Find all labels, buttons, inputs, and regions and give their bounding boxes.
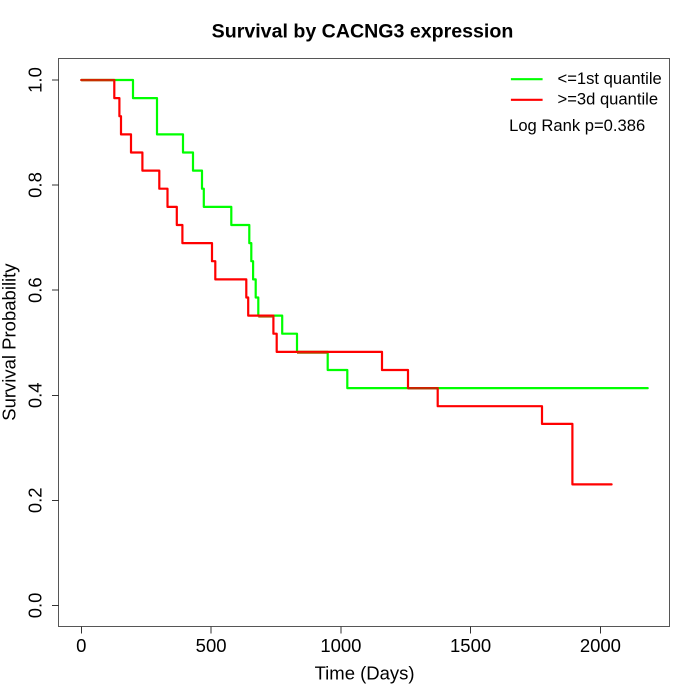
svg-text:0.8: 0.8 [25, 172, 46, 198]
svg-text:<=1st quantile: <=1st quantile [558, 69, 662, 88]
svg-text:0: 0 [76, 635, 86, 656]
svg-text:1500: 1500 [450, 635, 491, 656]
svg-text:0.0: 0.0 [25, 593, 46, 619]
svg-text:2000: 2000 [580, 635, 621, 656]
svg-text:0.2: 0.2 [25, 487, 46, 513]
svg-text:500: 500 [196, 635, 227, 656]
svg-text:1000: 1000 [320, 635, 361, 656]
svg-text:0.6: 0.6 [25, 277, 46, 303]
svg-text:Time (Days): Time (Days) [315, 663, 415, 684]
svg-text:Log Rank p=0.386: Log Rank p=0.386 [509, 116, 645, 135]
svg-text:Survival by CACNG3 expression: Survival by CACNG3 expression [212, 21, 514, 43]
svg-text:Survival Probability: Survival Probability [0, 263, 19, 421]
svg-text:1.0: 1.0 [25, 67, 46, 93]
svg-text:0.4: 0.4 [25, 382, 46, 408]
svg-text:>=3d quantile: >=3d quantile [558, 89, 659, 108]
